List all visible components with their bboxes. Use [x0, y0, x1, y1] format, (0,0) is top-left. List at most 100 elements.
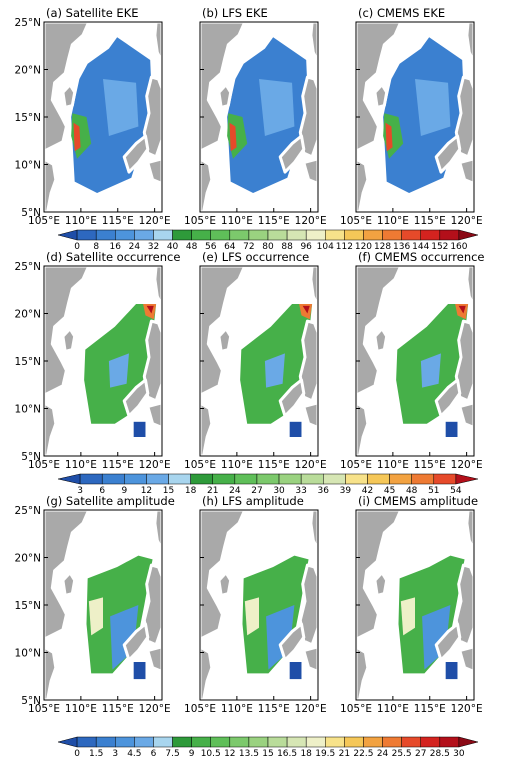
- field-region: [229, 122, 237, 152]
- x-tick-label: 115°E: [102, 459, 134, 471]
- colorbar-swatch: [401, 229, 421, 241]
- colorbar-swatch: [101, 473, 125, 485]
- colorbar-swatch: [363, 229, 383, 241]
- colorbar-tick-label: 104: [317, 242, 334, 252]
- colorbar-tick-label: 21: [339, 749, 350, 759]
- x-tick-label: 115°E: [414, 215, 446, 227]
- colorbar-swatch: [95, 736, 116, 748]
- colorbar-tick-label: 4.5: [127, 749, 141, 759]
- colorbar-tick-label: 128: [374, 242, 391, 252]
- colorbar-tick-label: 8: [93, 242, 99, 252]
- field-region: [420, 353, 441, 388]
- x-tick-label: 120°E: [295, 215, 327, 227]
- field-region: [445, 662, 458, 680]
- colorbar-tick-label: 120: [355, 242, 372, 252]
- colorbar-swatch: [278, 473, 302, 485]
- field-region: [264, 353, 285, 388]
- colorbar-swatch: [286, 229, 307, 241]
- land-mass: [434, 378, 462, 418]
- field-region: [103, 79, 139, 136]
- colorbar-tick-label: 40: [167, 242, 179, 252]
- colorbar-tick-label: 112: [336, 242, 353, 252]
- panel-title: (e) LFS occurrence: [202, 250, 309, 264]
- panel-title: (d) Satellite occurrence: [46, 250, 180, 264]
- land-mass: [142, 319, 164, 403]
- colorbar-swatch: [363, 736, 383, 748]
- colorbar-swatch: [146, 473, 169, 485]
- field-region: [415, 79, 451, 136]
- colorbar-tick-label: 7.5: [165, 749, 179, 759]
- colorbar-tick-label: 16: [110, 242, 122, 252]
- colorbar-swatch: [190, 473, 213, 485]
- panel-title: (h) LFS amplitude: [202, 494, 304, 508]
- field-region: [73, 122, 81, 152]
- land-mass: [122, 134, 150, 174]
- x-tick-label: 110°E: [65, 215, 97, 227]
- colorbar-tick-label: 12: [224, 749, 235, 759]
- x-tick-label: 115°E: [102, 215, 134, 227]
- colorbar-tick-label: 36: [318, 486, 330, 496]
- x-tick-label: 105°E: [28, 459, 60, 471]
- land-mass: [42, 20, 91, 153]
- x-tick-label: 120°E: [451, 703, 483, 715]
- colorbar-swatch: [325, 736, 345, 748]
- colorbar-tick-label: 0: [74, 749, 80, 759]
- panel-title: (a) Satellite EKE: [46, 6, 139, 20]
- land-mass: [42, 264, 91, 397]
- x-tick-label: 105°E: [184, 459, 216, 471]
- colorbar-tick-label: 32: [148, 242, 159, 252]
- colorbar-tick-label: 152: [431, 242, 448, 252]
- x-tick-label: 115°E: [414, 703, 446, 715]
- field-region: [400, 597, 415, 636]
- field-region: [445, 421, 458, 437]
- colorbar-tick-label: 45: [384, 486, 395, 496]
- colorbar-tick-label: 160: [450, 242, 467, 252]
- field-region: [133, 421, 146, 437]
- colorbar-swatch: [439, 736, 460, 748]
- colorbar-swatch: [229, 736, 250, 748]
- x-tick-label: 120°E: [451, 459, 483, 471]
- land-mass: [434, 622, 462, 662]
- colorbar-swatch: [124, 473, 147, 485]
- colorbar-swatch: [286, 736, 307, 748]
- field-region: [133, 662, 146, 680]
- colorbar-swatch: [439, 229, 460, 241]
- x-tick-label: 120°E: [139, 215, 171, 227]
- field-region: [259, 79, 295, 136]
- field-region: [302, 305, 310, 314]
- field-region: [146, 305, 154, 314]
- y-tick-label: 10°N: [15, 404, 41, 416]
- x-tick-label: 120°E: [451, 215, 483, 227]
- colorbar-tick-label: 136: [393, 242, 410, 252]
- colorbar-tick-label: 39: [340, 486, 352, 496]
- colorbar-tick-label: 30: [453, 749, 465, 759]
- x-tick-label: 110°E: [221, 703, 253, 715]
- colorbar-tick-label: 9: [121, 486, 127, 496]
- colorbar-swatch: [115, 736, 135, 748]
- colorbar-swatch: [433, 473, 457, 485]
- land-mass: [278, 622, 306, 662]
- land-mass: [122, 378, 150, 418]
- colorbar-tick-label: 16.5: [277, 749, 297, 759]
- colorbar-tick-label: 144: [412, 242, 429, 252]
- colorbar-swatch: [382, 229, 402, 241]
- colorbar-tick-label: 64: [224, 242, 236, 252]
- colorbar-swatch: [344, 229, 364, 241]
- land-mass: [373, 83, 389, 109]
- panel-title: (b) LFS EKE: [202, 6, 268, 20]
- y-tick-label: 20°N: [15, 65, 41, 77]
- y-tick-label: 15°N: [15, 356, 41, 368]
- x-tick-label: 115°E: [258, 215, 290, 227]
- x-tick-label: 105°E: [184, 215, 216, 227]
- colorbar-tick-label: 12: [141, 486, 152, 496]
- land-mass: [122, 622, 150, 662]
- colorbar-tick-label: 0: [74, 242, 80, 252]
- y-tick-label: 5°N: [21, 207, 41, 219]
- colorbar-swatch: [212, 473, 236, 485]
- colorbar-swatch: [267, 736, 288, 748]
- colorbar-tick-label: 13.5: [239, 749, 259, 759]
- land-mass: [198, 508, 247, 641]
- colorbar-swatch: [153, 229, 173, 241]
- y-tick-label: 5°N: [21, 451, 41, 463]
- colorbar-swatch: [79, 473, 103, 485]
